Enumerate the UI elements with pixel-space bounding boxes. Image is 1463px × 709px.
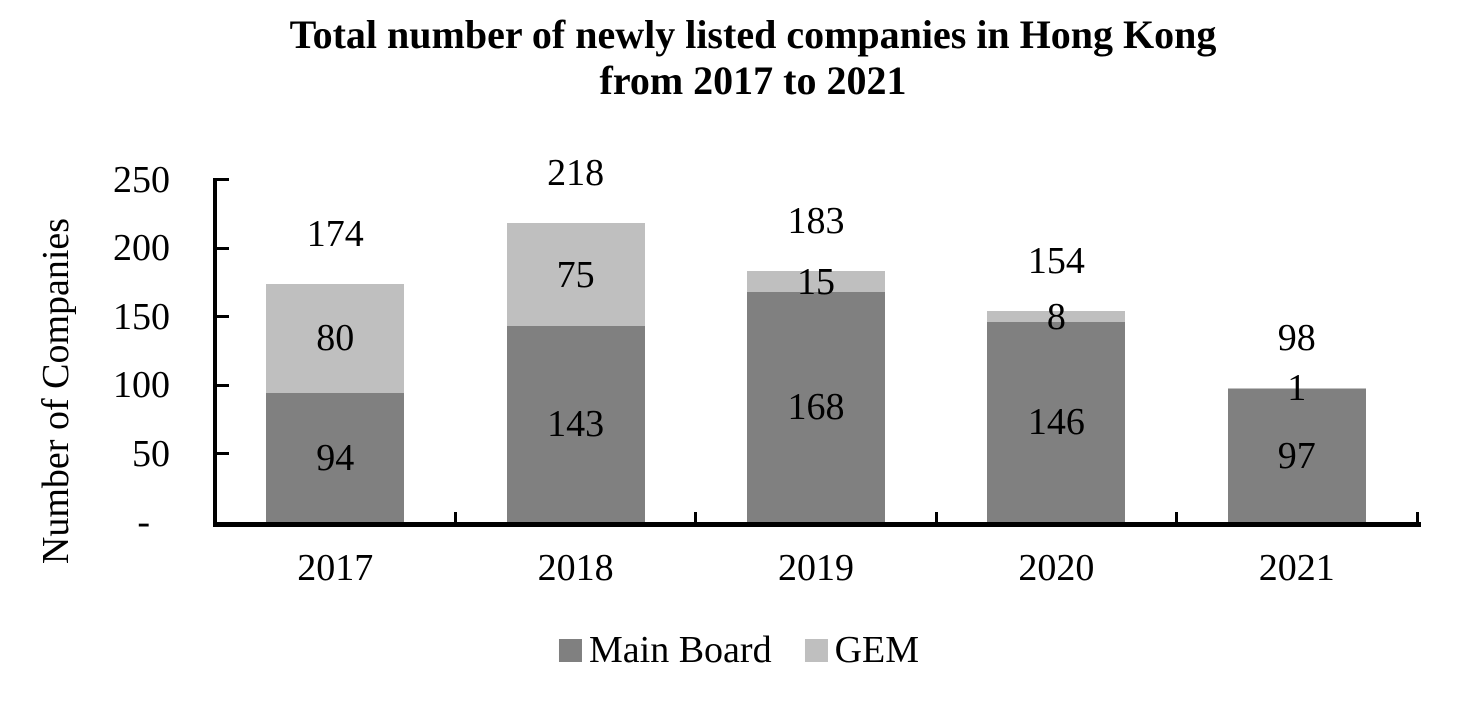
bar-label-main-board-2018: 143 xyxy=(547,403,605,446)
bar-segment-main-board-2021 xyxy=(1227,389,1366,522)
y-axis-tick-250 xyxy=(217,178,229,181)
legend: Main Board GEM xyxy=(558,629,920,671)
bar-label-main-board-2020: 146 xyxy=(1027,400,1085,443)
bar-label-gem-2021: 1 xyxy=(1287,367,1307,410)
bar-segment-main-board-2019 xyxy=(747,291,885,522)
y-tick-label-200: 200 xyxy=(113,227,170,269)
bar-segment-gem-2020 xyxy=(987,311,1126,322)
bar-segment-main-board-2017 xyxy=(266,393,405,522)
bar-label-gem-2019: 15 xyxy=(797,260,835,303)
legend-entry-main-board: Main Board xyxy=(558,629,772,671)
bar-label-main-board-2019: 168 xyxy=(787,385,845,428)
category-label-2020: 2020 xyxy=(1018,547,1095,589)
y-axis-line xyxy=(213,178,217,527)
y-axis-tick-150 xyxy=(217,315,229,318)
legend-label-gem: GEM xyxy=(834,629,920,671)
y-axis-tick-100 xyxy=(217,383,229,387)
chart-title-line2: from 2017 to 2021 xyxy=(599,58,907,103)
x-axis-tick-1 xyxy=(453,512,457,522)
total-label-2020: 154 xyxy=(1027,240,1085,283)
category-label-2019: 2019 xyxy=(778,547,854,589)
y-tick-label-100: 100 xyxy=(113,364,170,406)
y-axis-tick-50 xyxy=(217,452,229,455)
bar-label-main-board-2017: 94 xyxy=(316,436,355,479)
bar-segment-gem-2018 xyxy=(506,223,645,327)
category-label-2018: 2018 xyxy=(537,547,614,589)
x-axis-tick-5 xyxy=(1415,512,1419,522)
bar-segment-gem-2017 xyxy=(266,283,405,394)
x-axis-line xyxy=(213,522,1421,527)
bar-label-gem-2020: 8 xyxy=(1046,295,1066,338)
x-axis-tick-4 xyxy=(1175,512,1179,522)
bar-label-gem-2018: 75 xyxy=(556,253,595,296)
x-axis-tick-2 xyxy=(694,512,698,522)
bar-segment-gem-2019 xyxy=(747,271,885,292)
bar-segment-main-board-2018 xyxy=(506,326,645,522)
y-tick-label-250: 250 xyxy=(113,158,170,201)
y-axis-tick-200 xyxy=(217,246,229,250)
y-tick-label-0: - xyxy=(137,501,150,543)
bar-label-main-board-2021: 97 xyxy=(1277,434,1316,477)
category-label-2017: 2017 xyxy=(297,547,374,589)
legend-swatch-gem xyxy=(804,638,828,662)
legend-entry-gem: GEM xyxy=(804,629,920,671)
category-label-2021: 2021 xyxy=(1258,547,1335,589)
total-label-2021: 98 xyxy=(1277,316,1316,359)
legend-label-main-board: Main Board xyxy=(588,629,772,671)
x-axis-tick-3 xyxy=(934,512,938,522)
bar-label-gem-2017: 80 xyxy=(316,317,355,360)
y-tick-label-150: 150 xyxy=(113,295,170,338)
chart-title: Total number of newly listed companies i… xyxy=(290,12,1217,104)
bar-segment-gem-2021 xyxy=(1227,387,1366,390)
y-tick-label-50: 50 xyxy=(132,432,170,475)
legend-swatch-main-board xyxy=(558,638,582,662)
chart-title-line1: Total number of newly listed companies i… xyxy=(289,12,1217,57)
bar-segment-main-board-2020 xyxy=(987,321,1126,522)
total-label-2017: 174 xyxy=(306,212,364,255)
total-label-2018: 218 xyxy=(547,152,605,195)
total-label-2019: 183 xyxy=(787,200,845,243)
